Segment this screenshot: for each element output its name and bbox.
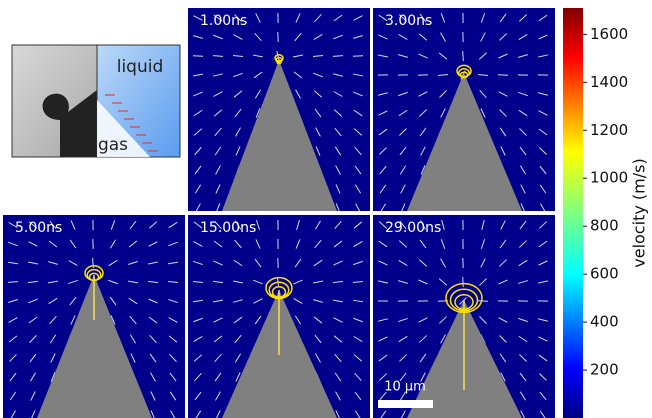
flow-arrow (463, 277, 464, 287)
flow-arrow (353, 56, 363, 57)
flow-arrow (463, 51, 464, 61)
time-label: 3.00ns (385, 13, 432, 29)
panel: 5.00ns (3, 215, 185, 418)
colorbar-tick-label: 200 (590, 361, 619, 379)
scale-bar: 10 μm (378, 380, 433, 409)
colorbar-label: velocity (m/s) (630, 158, 649, 267)
gas-label: gas (98, 135, 128, 155)
time-label: 15.00ns (200, 220, 256, 236)
time-label: 1.00ns (200, 13, 247, 29)
colorbar-tick-label: 400 (590, 313, 619, 331)
flow-arrow (498, 75, 508, 76)
flow-arrow (213, 56, 223, 57)
figure: liquid gas 1.00ns 3.00ns 5.00ns 15.00ns 29.0… (0, 0, 652, 418)
liquid-label: liquid (117, 57, 164, 77)
colorbar-tick-label: 1200 (590, 121, 628, 139)
panel: 3.00ns (373, 8, 555, 213)
scale-bar-label: 10 μm (384, 380, 426, 395)
colorbar (563, 8, 583, 418)
flow-arrow (333, 56, 343, 57)
colorbar-tick-label: 600 (590, 265, 619, 283)
flow-arrow (478, 301, 488, 302)
time-label: 5.00ns (15, 220, 62, 236)
colorbar-tick-label: 1400 (590, 73, 628, 91)
panel: 15.00ns (188, 215, 370, 418)
inset: liquid gas (12, 45, 180, 157)
panel: 1.00ns (188, 8, 370, 213)
colorbar-tick-label: 800 (590, 217, 619, 235)
colorbar-tick-label: 1600 (590, 25, 628, 43)
colorbar-tick-label: 1000 (590, 169, 628, 187)
time-label: 29.00ns (385, 220, 441, 236)
